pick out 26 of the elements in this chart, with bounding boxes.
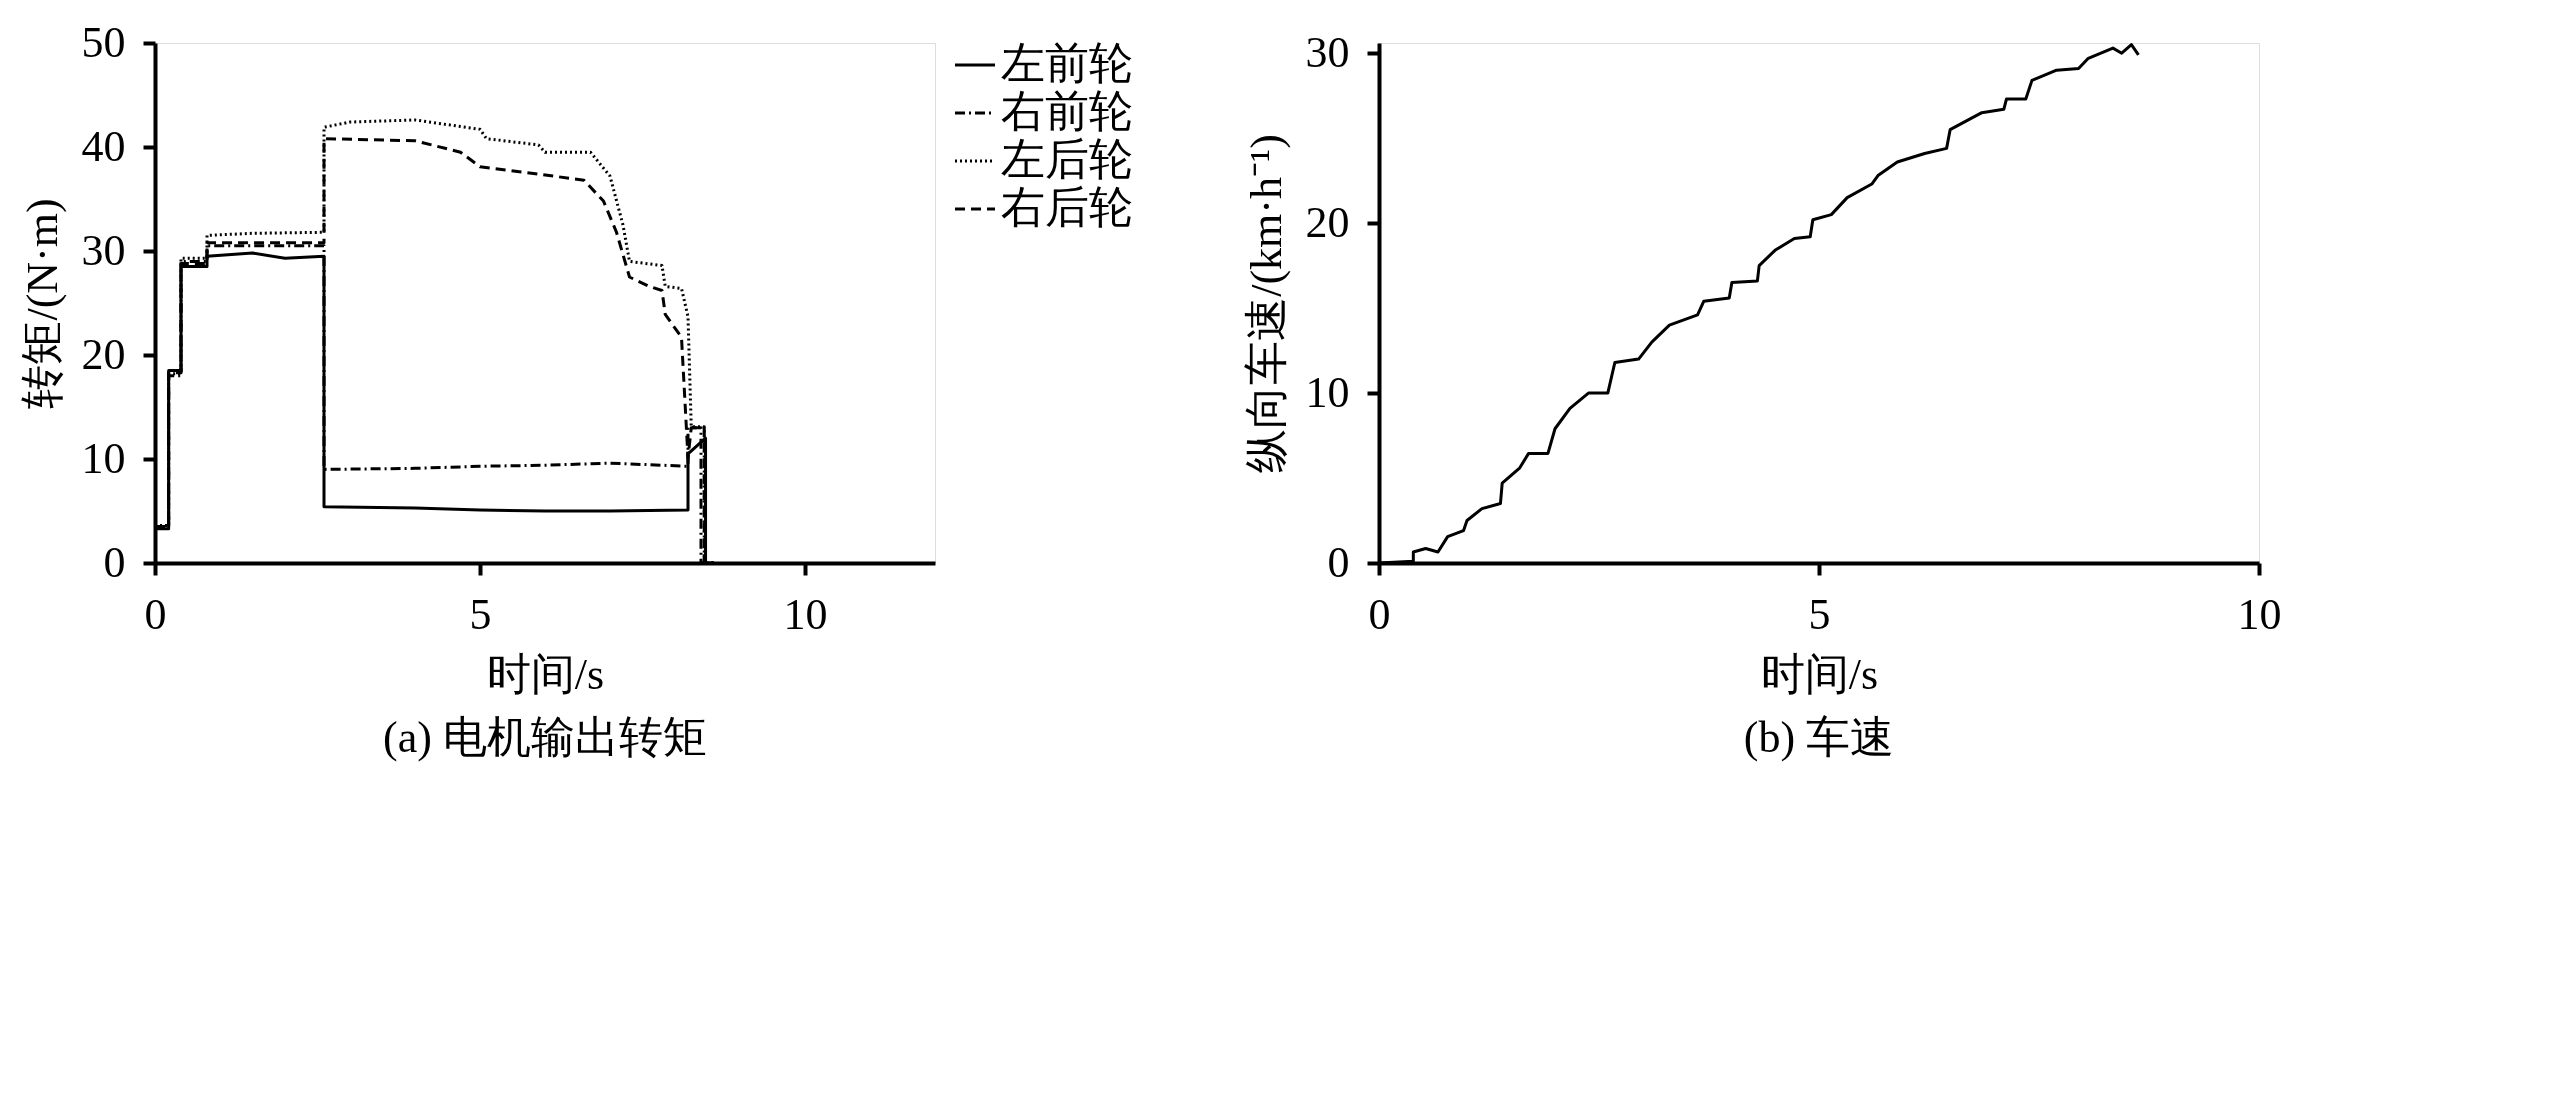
x-tick-label: 0 — [1368, 589, 1391, 639]
y-tick-label: 30 — [81, 225, 126, 275]
legend-label: 右前轮 — [1001, 87, 1133, 136]
y-tick-label: 40 — [81, 121, 126, 171]
legend-label: 右后轮 — [1001, 183, 1133, 232]
legend-label: 左前轮 — [1001, 39, 1133, 88]
x-axis-title: 时间/s — [486, 649, 605, 699]
x-tick-label: 0 — [144, 589, 167, 639]
x-tick-label: 10 — [2237, 589, 2282, 639]
text: (b) 车速 — [1743, 713, 1895, 762]
x-tick-label: 5 — [1808, 589, 1831, 639]
x-tick-label: 10 — [783, 589, 828, 639]
y-tick-label: 0 — [103, 537, 126, 587]
y-tick-label: 30 — [1305, 27, 1350, 77]
y-axis-title: 转矩/(N·m) — [17, 198, 67, 409]
x-axis-title: 时间/s — [1760, 649, 1879, 699]
y-axis-title: 纵向车速/(km·h⁻¹) — [1241, 134, 1291, 473]
y-tick-label: 20 — [1305, 197, 1350, 247]
y-tick-label: 20 — [81, 329, 126, 379]
legend-label: 左后轮 — [1001, 135, 1133, 184]
y-tick-label: 10 — [1305, 367, 1350, 417]
y-tick-label: 50 — [81, 17, 126, 67]
text: (a) 电机输出转矩 — [383, 713, 707, 762]
x-tick-label: 5 — [469, 589, 492, 639]
y-tick-label: 0 — [1327, 537, 1350, 587]
y-tick-label: 10 — [81, 433, 126, 483]
